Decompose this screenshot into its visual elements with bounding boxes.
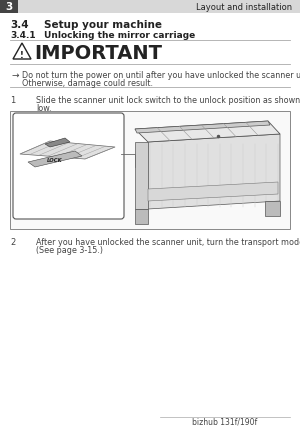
- Text: (See page 3-15.): (See page 3-15.): [36, 245, 103, 254]
- Bar: [10, 112, 290, 230]
- Text: Unlocking the mirror carriage: Unlocking the mirror carriage: [44, 32, 195, 40]
- Polygon shape: [135, 143, 148, 210]
- Text: low.: low.: [36, 104, 52, 113]
- Text: After you have unlocked the scanner unit, turn the transport mode off.: After you have unlocked the scanner unit…: [36, 237, 300, 246]
- Polygon shape: [20, 142, 115, 160]
- FancyBboxPatch shape: [13, 114, 124, 219]
- Text: !: !: [20, 50, 24, 59]
- Polygon shape: [28, 152, 82, 167]
- Text: 3.4.1: 3.4.1: [10, 32, 36, 40]
- Text: 3: 3: [5, 2, 13, 12]
- Text: 3.4: 3.4: [10, 20, 28, 30]
- Text: bizhub 131f/190f: bizhub 131f/190f: [192, 417, 258, 426]
- Polygon shape: [135, 122, 280, 143]
- Polygon shape: [148, 183, 278, 201]
- Text: →: →: [12, 71, 20, 80]
- Text: Do not turn the power on until after you have unlocked the scanner unit.: Do not turn the power on until after you…: [22, 71, 300, 80]
- Bar: [0, 0, 18, 14]
- Polygon shape: [45, 139, 70, 148]
- Polygon shape: [265, 201, 280, 216]
- Bar: [0, 0, 300, 14]
- Text: LOCK: LOCK: [47, 157, 63, 162]
- Polygon shape: [148, 135, 280, 210]
- Polygon shape: [135, 122, 270, 134]
- Text: 1: 1: [10, 96, 15, 105]
- Text: Setup your machine: Setup your machine: [44, 20, 162, 30]
- Text: 2: 2: [10, 237, 15, 246]
- Polygon shape: [135, 210, 148, 225]
- Polygon shape: [13, 44, 31, 60]
- Text: Slide the scanner unit lock switch to the unlock position as shown be-: Slide the scanner unit lock switch to th…: [36, 96, 300, 105]
- Text: IMPORTANT: IMPORTANT: [34, 44, 162, 63]
- Text: Otherwise, damage could result.: Otherwise, damage could result.: [22, 79, 153, 88]
- Text: Layout and installation: Layout and installation: [196, 3, 292, 12]
